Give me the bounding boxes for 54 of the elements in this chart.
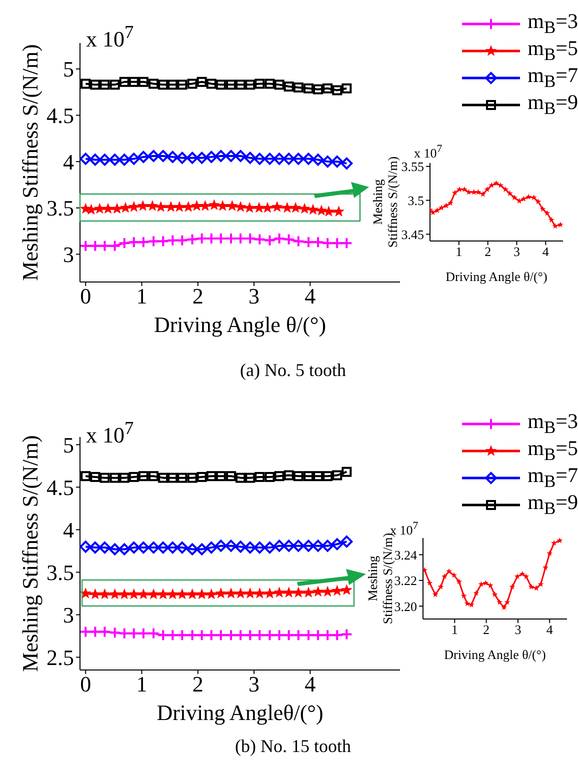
y-tick-label: 5 [63,432,74,458]
legend-label: m$_{B}$=3 [528,408,578,438]
legend-label: m$_{B}$=7 [528,462,578,492]
text: (b) No. 15 tooth [234,736,352,757]
y-tick-label: 4.5 [46,103,74,128]
y-tick-label: 4 [63,149,74,174]
y-tick-label: 3.5 [408,192,424,208]
y-axis-title: Meshing Stiffness S/(N/m) [370,156,400,248]
y-tick-label: 3.5 [46,560,74,586]
y-tick-label: 3.24 [394,547,418,562]
x-tick-label: 4 [304,284,316,309]
y-tick-label: 5 [63,56,74,82]
x-tick-label: 3 [248,284,260,309]
x-tick-label: 2 [192,672,204,697]
x-tick-label: 2 [483,622,490,638]
x-tick-label: 4 [304,672,316,697]
x-tick-label: 3 [248,672,260,697]
annotation: x 10$^{7}$ [86,418,134,448]
legend-label: m$_{B}$=3 [528,8,578,38]
legend-label: m$_{B}$=5 [528,436,578,464]
x-axis-title: Driving Angle θ/(°) [154,312,326,337]
legend-label: m$_{B}$=9 [528,90,578,120]
x-tick-label: 0 [80,672,92,697]
x-tick-label: 1 [456,244,462,260]
text: x 10$^{7}$ [414,143,442,162]
y-axis-title: Meshing Stiffness S/(N/m) [365,532,395,624]
x-axis-title: Driving Angle θ/(°) [446,269,548,284]
text: (a) No. 5 tooth [239,360,347,381]
y-tick-label: 4 [63,518,74,542]
x-tick-label: 1 [136,284,148,309]
y-tick-label: 3.20 [394,598,417,614]
x-tick-label: 3 [514,622,522,638]
x-tick-label: 2 [484,244,492,260]
y-axis-title: Meshing Stiffness S/(N/m) [18,435,42,672]
x-tick-label: 4 [542,244,550,260]
y-axis-title: Meshing Stiffness S/(N/m) [18,44,42,281]
legend-label: m$_{B}$=9 [528,490,578,520]
x-tick-label: 3 [513,244,520,260]
x-tick-label: 2 [192,284,204,309]
legend-label: m$_{B}$=7 [528,62,578,92]
x-axis-title: Driving Angle θ/(°) [444,647,546,662]
x-tick-label: 1 [136,672,148,697]
annotation: x 10$^{7}$ [86,22,134,52]
x-tick-label: 1 [451,622,458,638]
legend-label: m$_{B}$=5 [528,36,578,64]
y-tick-label: 3.5 [46,196,74,221]
y-tick-label: 2.5 [46,645,74,670]
y-tick-label: 3.22 [394,573,417,588]
x-tick-label: 4 [546,622,554,638]
y-tick-label: 4.5 [46,474,74,500]
x-tick-label: 0 [80,284,92,309]
y-tick-label: 3.55 [401,159,424,174]
y-tick-label: 3.45 [401,226,424,242]
x-axis-title: Driving Angleθ/(°) [156,700,324,725]
